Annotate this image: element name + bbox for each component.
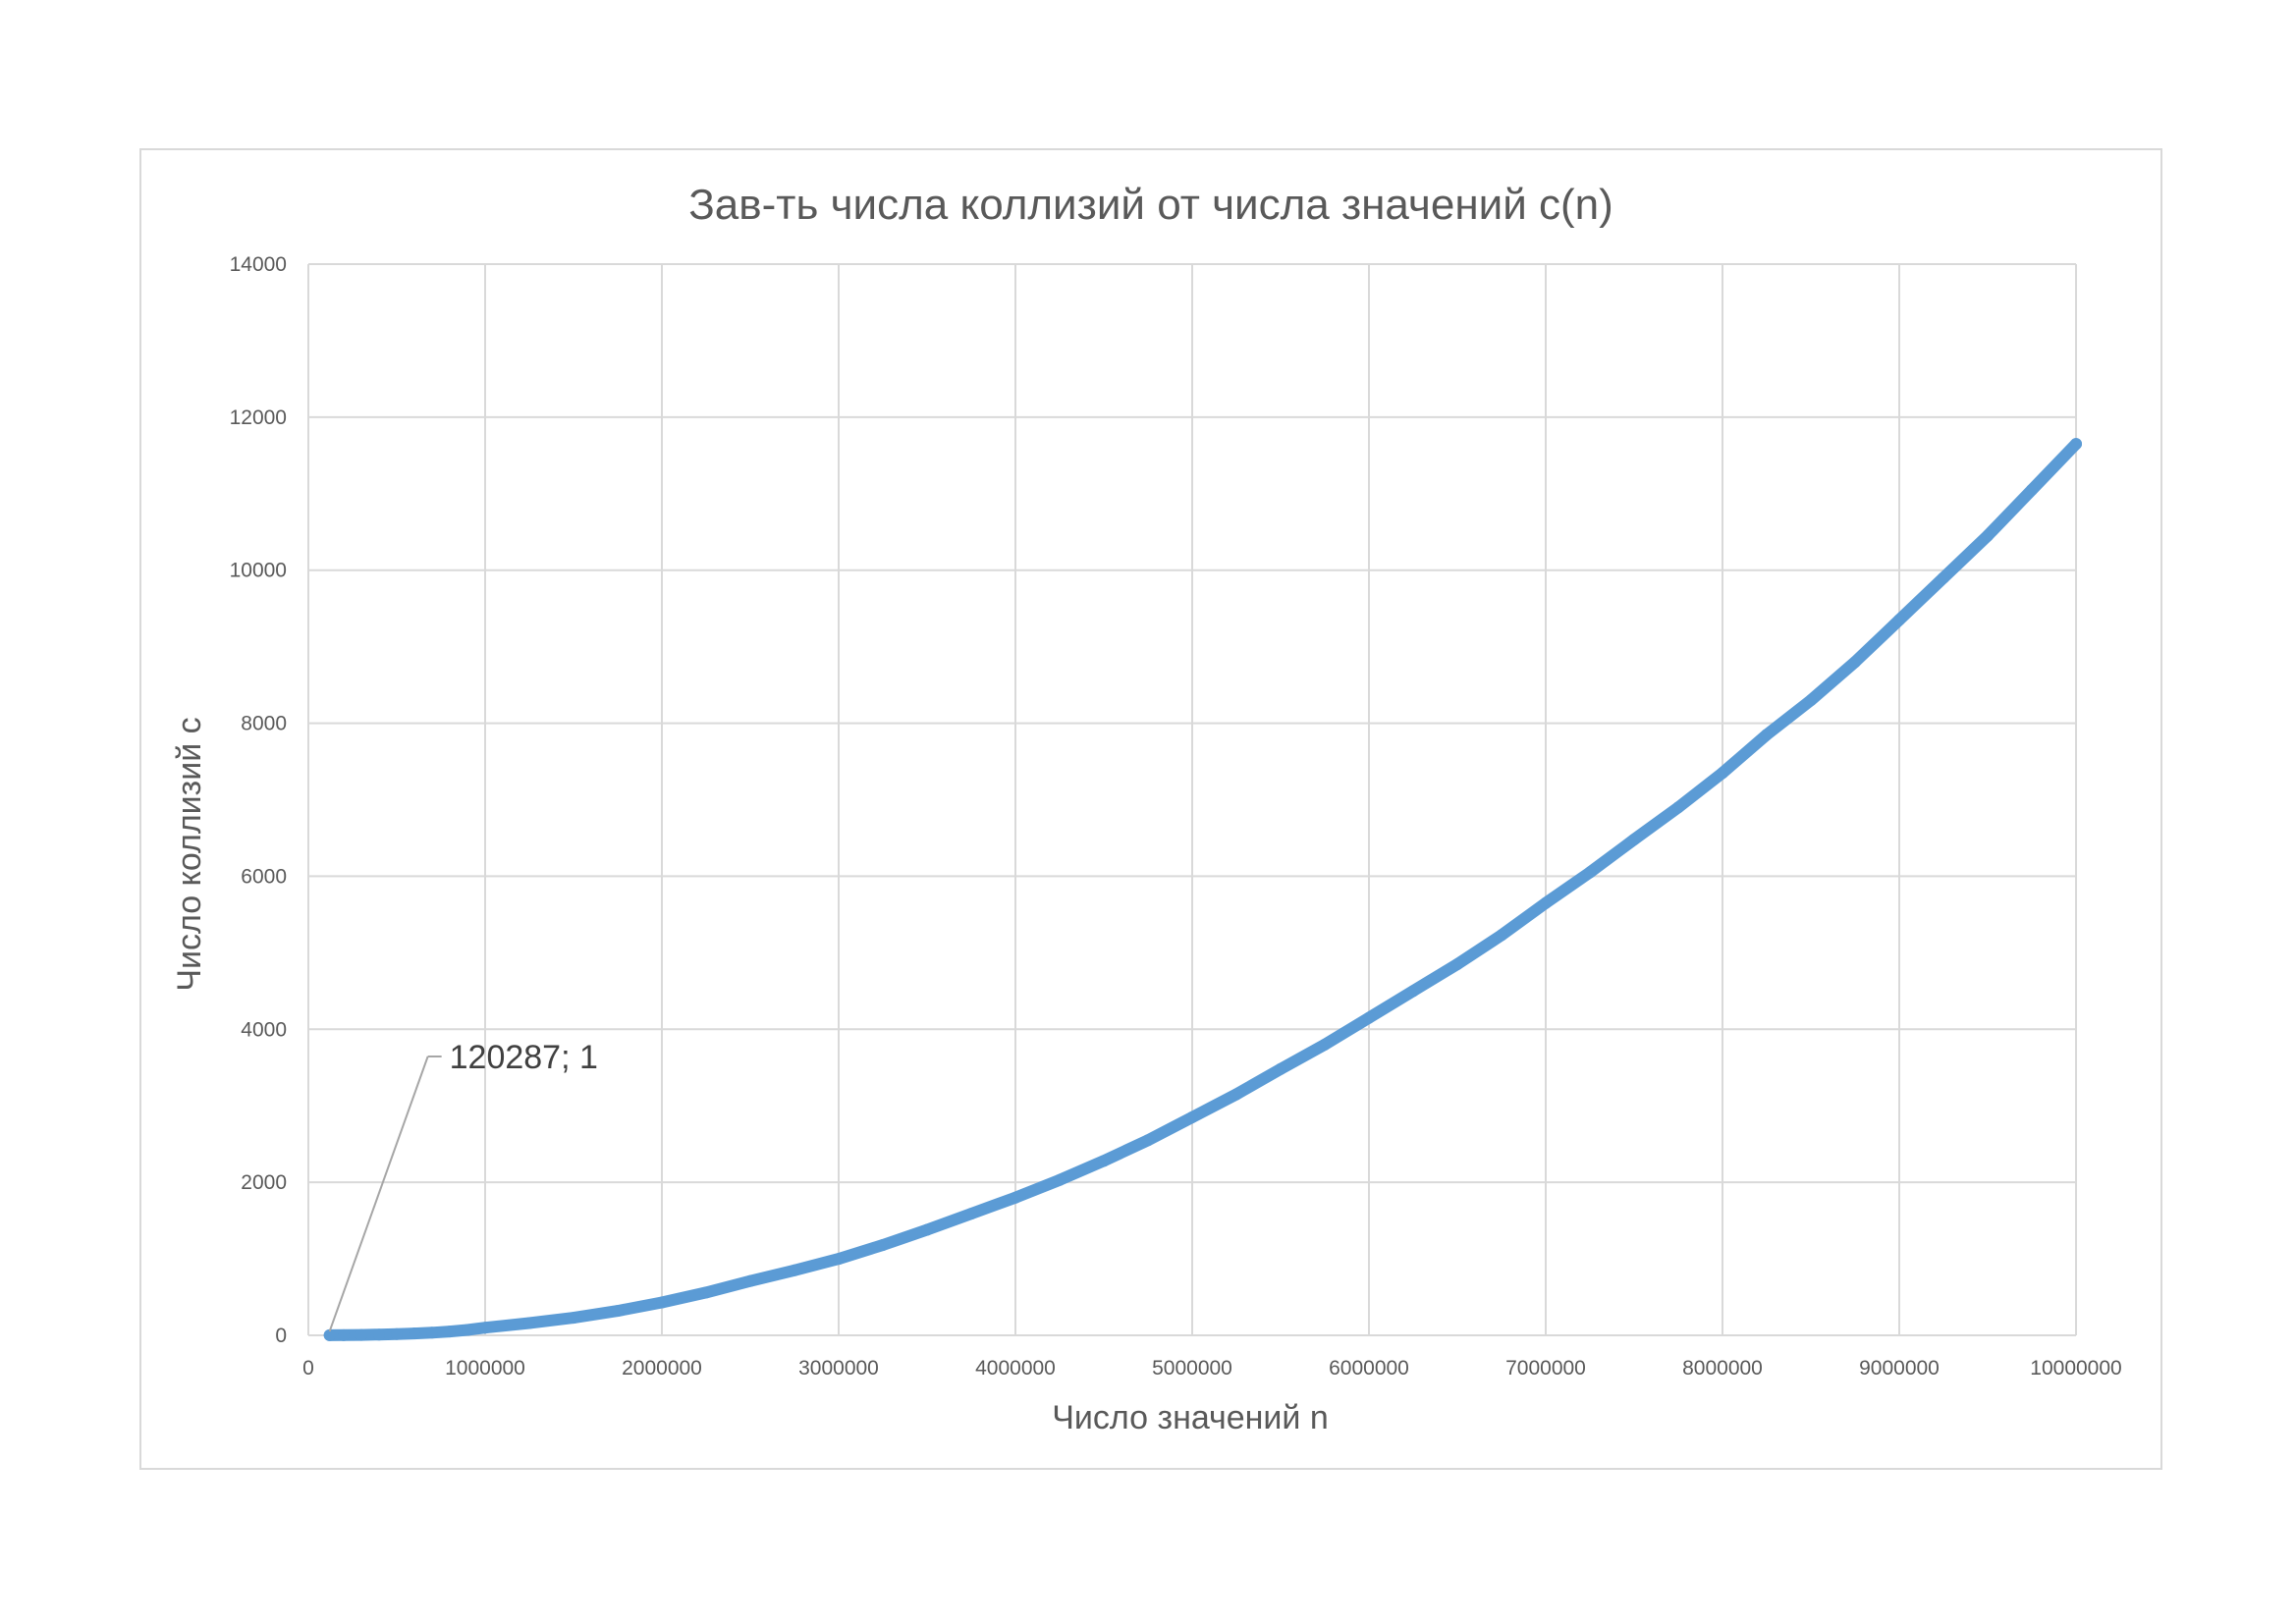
data-point xyxy=(1186,1110,1198,1123)
x-tick-label: 1000000 xyxy=(445,1357,525,1380)
data-point xyxy=(789,1264,800,1276)
y-tick-label: 12000 xyxy=(230,406,287,429)
data-point xyxy=(877,1239,889,1252)
data-point xyxy=(355,1328,367,1341)
data-point xyxy=(612,1305,624,1318)
x-axis-title: Число значений n xyxy=(1052,1399,1329,1436)
data-point xyxy=(744,1274,756,1287)
x-tick-label: 5000000 xyxy=(1152,1357,1232,1380)
data-point xyxy=(656,1296,668,1309)
x-axis-ticks: 0 1000000 2000000 3000000 4000000 5000000 6000… xyxy=(302,1357,2122,1380)
x-tick-label: 3000000 xyxy=(798,1357,879,1380)
data-point xyxy=(391,1327,403,1340)
data-series-line xyxy=(323,438,2082,1341)
data-point xyxy=(965,1208,977,1220)
y-axis-ticks: 0 2000 4000 6000 8000 10000 12000 14000 xyxy=(230,253,287,1347)
x-tick-label: 0 xyxy=(302,1357,314,1380)
data-point xyxy=(568,1312,579,1325)
data-point xyxy=(1054,1173,1066,1186)
data-point xyxy=(1540,896,1552,909)
annotation-leader-line xyxy=(328,1056,429,1332)
data-point xyxy=(700,1286,712,1299)
data-point xyxy=(1628,834,1640,846)
data-point xyxy=(1761,729,1773,741)
data-point xyxy=(462,1324,473,1336)
data-point xyxy=(2070,438,2082,451)
x-tick-label: 6000000 xyxy=(1329,1357,1409,1380)
data-point xyxy=(2026,483,2038,496)
y-tick-label: 10000 xyxy=(230,560,287,582)
x-tick-label: 9000000 xyxy=(1859,1357,1940,1380)
data-point xyxy=(1805,694,1817,707)
y-tick-label: 0 xyxy=(275,1325,287,1347)
x-tick-label: 4000000 xyxy=(975,1357,1056,1380)
x-tick-label: 10000000 xyxy=(2030,1357,2121,1380)
chart-frame: Зав-ть числа коллизий от числа значений … xyxy=(139,148,2162,1470)
data-point xyxy=(1407,985,1419,998)
data-point xyxy=(479,1322,491,1334)
data-point xyxy=(1098,1155,1110,1167)
y-tick-label: 4000 xyxy=(241,1018,287,1041)
data-point xyxy=(1938,571,1949,584)
data-point xyxy=(1496,929,1507,942)
data-point xyxy=(426,1326,438,1339)
data-point xyxy=(373,1328,385,1341)
x-tick-label: 8000000 xyxy=(1682,1357,1763,1380)
y-tick-label: 2000 xyxy=(241,1171,287,1194)
y-tick-label: 6000 xyxy=(241,865,287,888)
data-point xyxy=(1849,656,1861,669)
data-point xyxy=(444,1326,456,1338)
y-axis-title: Число коллизий c xyxy=(171,717,208,991)
data-point xyxy=(323,1328,336,1341)
chart-title: Зав-ть числа коллизий от числа значений … xyxy=(688,181,1613,229)
data-point xyxy=(1275,1062,1286,1075)
data-point xyxy=(409,1327,420,1340)
grid-lines xyxy=(307,263,2077,1336)
data-point xyxy=(1982,529,1994,542)
data-point xyxy=(1672,801,1684,814)
data-point xyxy=(1451,958,1463,971)
data-point xyxy=(523,1317,535,1329)
chart-canvas: Зав-ть числа коллизий от числа значений … xyxy=(171,181,2122,1436)
data-point xyxy=(921,1223,933,1236)
x-tick-label: 7000000 xyxy=(1505,1357,1586,1380)
data-points xyxy=(323,438,2082,1341)
data-point xyxy=(1584,866,1596,879)
data-label-annotation: 120287; 1 xyxy=(450,1039,598,1076)
data-point xyxy=(1142,1134,1154,1147)
data-point xyxy=(1893,614,1905,626)
data-point xyxy=(1230,1088,1242,1101)
data-point xyxy=(1319,1038,1331,1051)
data-point xyxy=(1717,767,1728,780)
data-point xyxy=(338,1328,350,1341)
data-point xyxy=(1010,1191,1021,1204)
y-tick-label: 14000 xyxy=(230,253,287,276)
data-point xyxy=(1363,1011,1375,1024)
x-tick-label: 2000000 xyxy=(622,1357,702,1380)
data-point xyxy=(833,1253,845,1266)
y-tick-label: 8000 xyxy=(241,713,287,735)
